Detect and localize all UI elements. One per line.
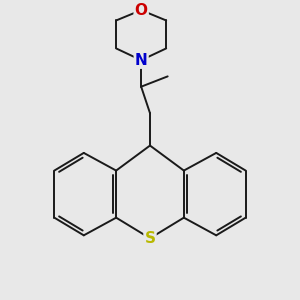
Text: O: O <box>135 3 148 18</box>
Text: S: S <box>145 231 155 246</box>
Text: N: N <box>135 53 148 68</box>
